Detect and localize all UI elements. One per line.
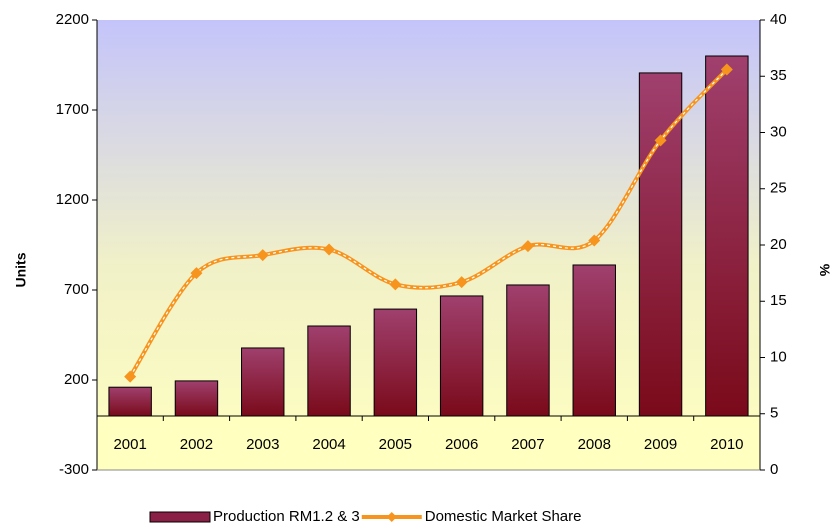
- line-marker: [389, 278, 402, 291]
- y2-tick-label: 5: [770, 405, 778, 422]
- y2-tick-label: 40: [770, 11, 787, 28]
- line-marker: [521, 240, 534, 253]
- bar: [506, 284, 550, 417]
- y-tick-label: 200: [64, 371, 89, 388]
- y-tick-label: 2200: [56, 11, 89, 28]
- bar: [307, 325, 351, 417]
- y-tick-label: 700: [64, 281, 89, 298]
- line-marker: [323, 243, 336, 256]
- line-marker: [256, 249, 269, 262]
- x-tick-label: 2010: [710, 436, 743, 453]
- category-band: [97, 416, 760, 470]
- line-marker: [124, 370, 137, 383]
- y2-tick-label: 25: [770, 180, 787, 197]
- x-tick-label: 2007: [511, 436, 544, 453]
- y2-tick-label: 30: [770, 123, 787, 140]
- y2-tick-label: 20: [770, 236, 787, 253]
- line-marker: [190, 267, 203, 280]
- y2-tick-label: 35: [770, 67, 787, 84]
- y2-tick-label: 10: [770, 348, 787, 365]
- x-tick-label: 2001: [113, 436, 146, 453]
- legend-label: Domestic Market Share: [425, 508, 582, 523]
- line-marker: [654, 134, 667, 147]
- line-marker: [720, 63, 733, 76]
- y-tick-label: -300: [59, 461, 89, 478]
- x-tick-label: 2009: [644, 436, 677, 453]
- bar: [241, 347, 285, 417]
- bar: [705, 55, 749, 417]
- bar: [174, 380, 219, 417]
- x-tick-label: 2002: [180, 436, 213, 453]
- y-tick-label: 1700: [56, 101, 89, 118]
- legend-swatch: [149, 511, 211, 523]
- y2-tick-label: 0: [770, 461, 778, 478]
- bar: [572, 264, 616, 417]
- bar: [439, 295, 484, 417]
- y2-axis-label: %: [817, 263, 833, 276]
- legend-marker: [386, 512, 397, 522]
- x-tick-label: 2004: [312, 436, 345, 453]
- bar: [638, 72, 683, 417]
- bar: [373, 308, 418, 417]
- y-tick-label: 1200: [56, 191, 89, 208]
- x-tick-label: 2003: [246, 436, 279, 453]
- x-tick-label: 2006: [445, 436, 478, 453]
- x-tick-label: 2005: [379, 436, 412, 453]
- y-axis-label: Units: [13, 252, 29, 287]
- y2-tick-label: 15: [770, 292, 787, 309]
- line-marker: [588, 234, 601, 247]
- line-dash: [129, 69, 728, 377]
- x-tick-label: 2008: [578, 436, 611, 453]
- legend-label: Production RM1.2 & 3: [213, 508, 360, 523]
- bar: [108, 386, 152, 417]
- line-marker: [455, 276, 468, 289]
